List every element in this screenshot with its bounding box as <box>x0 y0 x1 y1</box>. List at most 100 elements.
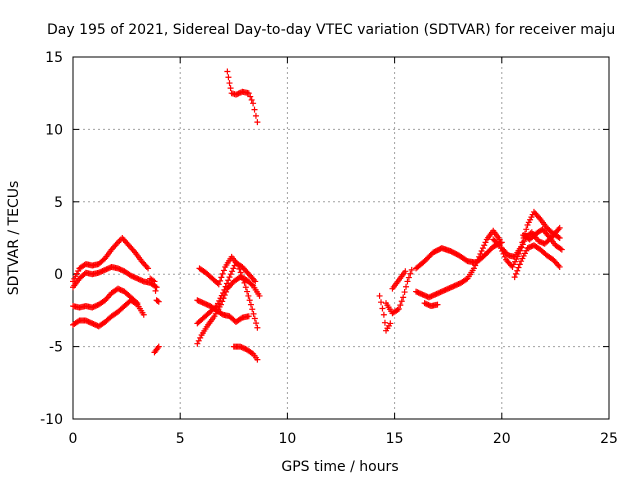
data-point <box>496 242 503 249</box>
data-point <box>398 298 405 305</box>
data-point <box>519 255 526 262</box>
data-point <box>244 288 251 295</box>
data-point <box>500 250 507 257</box>
data-point <box>512 270 519 277</box>
data-point <box>479 245 486 252</box>
y-tick-label: -10 <box>40 412 63 428</box>
data-point <box>247 93 254 100</box>
data-point <box>252 112 259 119</box>
y-tick-label: 0 <box>54 267 63 283</box>
x-tick-label: 20 <box>493 431 511 447</box>
data-point <box>241 279 248 286</box>
data-point <box>225 277 232 284</box>
data-point <box>381 319 388 326</box>
data-point <box>155 298 162 305</box>
data-point <box>220 267 227 274</box>
data-point <box>515 250 522 257</box>
data-point <box>253 320 260 327</box>
data-point <box>238 272 245 279</box>
data-point <box>218 292 225 299</box>
data-point <box>72 273 79 280</box>
data-point <box>434 301 441 308</box>
data-point <box>245 90 252 97</box>
data-point <box>217 301 224 308</box>
data-point <box>220 290 227 297</box>
data-point <box>155 343 162 350</box>
x-tick-label: 5 <box>176 431 185 447</box>
data-point <box>197 334 204 341</box>
data-point <box>140 311 147 318</box>
data-point <box>478 248 485 255</box>
grid-lines <box>73 57 609 419</box>
data-point <box>217 277 224 284</box>
data-point <box>246 297 253 304</box>
data-point <box>403 283 410 290</box>
data-point <box>514 253 521 260</box>
data-point <box>395 305 402 312</box>
data-points <box>70 68 565 363</box>
data-point <box>250 100 257 107</box>
data-point <box>254 119 261 126</box>
data-point <box>527 216 534 223</box>
data-point <box>252 278 259 285</box>
data-point <box>556 224 563 231</box>
data-point <box>227 271 234 278</box>
data-point <box>248 281 255 288</box>
data-point <box>251 106 258 113</box>
data-point <box>145 265 152 272</box>
data-point <box>217 295 224 302</box>
data-point <box>521 250 528 257</box>
data-point <box>401 289 408 296</box>
data-point <box>229 268 236 275</box>
x-axis-label: GPS time / hours <box>281 459 398 475</box>
data-point <box>380 311 387 318</box>
data-point <box>225 74 232 81</box>
data-point <box>221 286 228 293</box>
data-point <box>470 265 477 272</box>
data-point <box>518 258 525 265</box>
data-point <box>242 284 249 291</box>
data-point <box>524 221 531 228</box>
data-point <box>227 85 234 92</box>
data-point <box>499 248 506 255</box>
data-point <box>515 264 522 271</box>
data-point <box>510 261 517 268</box>
data-point <box>254 356 261 363</box>
data-point <box>405 274 412 281</box>
data-point <box>224 68 231 75</box>
data-point <box>218 274 225 281</box>
data-point <box>248 96 255 103</box>
data-point <box>247 301 254 308</box>
data-point <box>482 239 489 246</box>
data-point <box>525 219 532 226</box>
y-tick-label: -5 <box>49 340 63 356</box>
data-point <box>215 281 222 288</box>
data-point <box>236 265 243 272</box>
data-point <box>511 274 518 281</box>
data-point <box>514 267 521 274</box>
data-point <box>518 244 525 251</box>
data-point <box>245 292 252 299</box>
data-point <box>517 247 524 254</box>
data-point <box>555 234 562 241</box>
data-point <box>378 299 385 306</box>
data-point <box>230 265 237 272</box>
data-point <box>402 268 409 275</box>
data-point <box>223 280 230 287</box>
data-point <box>477 250 484 257</box>
x-tick-label: 0 <box>69 431 78 447</box>
data-point <box>256 292 263 299</box>
data-point <box>254 324 261 331</box>
data-point <box>116 237 123 244</box>
data-point <box>501 253 508 260</box>
data-point <box>154 297 161 304</box>
data-point <box>397 302 404 309</box>
data-point <box>73 270 80 277</box>
data-point <box>481 242 488 249</box>
y-tick-label: 5 <box>54 195 63 211</box>
data-point <box>194 340 201 347</box>
data-point <box>556 235 563 241</box>
data-point <box>237 269 244 276</box>
data-point <box>153 284 160 291</box>
data-point <box>519 241 526 248</box>
